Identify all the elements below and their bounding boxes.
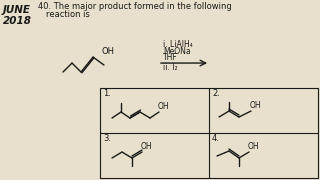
Text: reaction is: reaction is (46, 10, 90, 19)
Text: 2018: 2018 (3, 16, 32, 26)
Text: OH: OH (248, 142, 260, 151)
Text: 4.: 4. (212, 134, 220, 143)
Text: 3.: 3. (103, 134, 111, 143)
Text: OH: OH (250, 101, 262, 110)
Text: OH: OH (102, 47, 115, 56)
Text: OH: OH (158, 102, 170, 111)
Text: 1.: 1. (103, 89, 111, 98)
Text: 2.: 2. (212, 89, 220, 98)
Text: ii. I₂: ii. I₂ (163, 63, 178, 72)
Text: MeONa: MeONa (163, 47, 191, 56)
Text: 40. The major product formed in the following: 40. The major product formed in the foll… (38, 2, 232, 11)
Bar (100, 88, 318, 178)
Text: i. LiAlH₄: i. LiAlH₄ (163, 40, 193, 49)
Text: THF: THF (163, 53, 178, 62)
Text: OH: OH (141, 142, 153, 151)
Text: JUNE: JUNE (3, 5, 31, 15)
